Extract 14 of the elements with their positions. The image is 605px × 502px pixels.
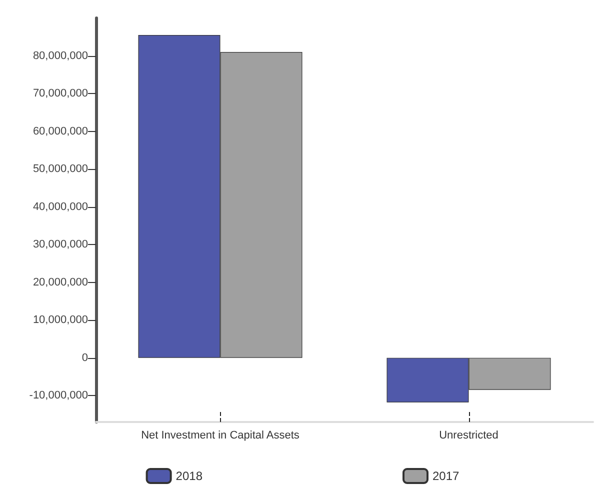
y-tick-label: 10,000,000 [32,314,88,326]
legend-label: 2018 [176,469,203,483]
y-tick-label: 70,000,000 [32,88,88,100]
y-tick-label: 40,000,000 [32,200,88,213]
x-tick-label: Net Investment in Capital Assets [141,430,300,442]
y-tick-label: 30,000,000 [32,238,88,251]
y-tick-label: 0 [82,352,88,364]
y-tick-label: 20,000,000 [32,276,88,288]
y-tick-label: -10,000,000 [29,390,88,402]
x-tick-label: Unrestricted [439,430,498,442]
legend-label: 2017 [432,469,460,483]
y-tick-label: 60,000,000 [32,125,88,138]
y-tick-label: 50,000,000 [32,163,88,176]
y-tick-label: 80,000,000 [32,50,88,62]
